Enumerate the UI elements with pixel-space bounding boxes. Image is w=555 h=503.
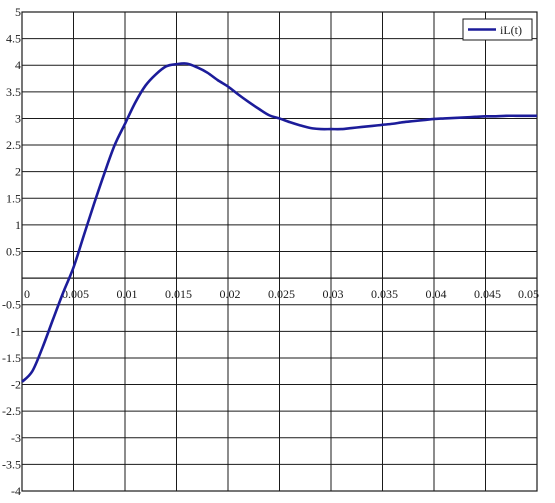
x-tick-label: 0.04 — [426, 287, 447, 301]
x-tick-label: 0.03 — [323, 287, 344, 301]
x-tick-label: 0.05 — [518, 287, 539, 301]
y-tick-label: -1.5 — [2, 351, 21, 365]
x-tick-label: 0.015 — [165, 287, 192, 301]
y-tick-label: 2.5 — [6, 138, 21, 152]
series-line-iL — [21, 62, 537, 383]
x-tick-labels: 0 0.005 0.01 0.015 0.02 0.025 0.03 0.035 0.04 0.0… — [24, 287, 539, 301]
y-tick-label: 3 — [15, 111, 21, 125]
y-tick-labels: 5 4.5 4 3.5 3 2.5 2 1.5 1 0.5 -0.5 -1 -1.5 -2 -2.5 -3 -3… — [2, 5, 21, 498]
y-tick-label: -4 — [11, 484, 21, 498]
legend-box — [462, 18, 533, 41]
y-tick-label: 1 — [15, 218, 21, 232]
x-tick-label: 0.035 — [371, 287, 398, 301]
y-tick-label: 0.5 — [6, 245, 21, 259]
x-tick-label: 0.02 — [220, 287, 241, 301]
y-tick-label: 2 — [15, 165, 21, 179]
y-tick-label: 1.5 — [6, 191, 21, 205]
y-tick-label: 5 — [15, 5, 21, 19]
y-tick-label: 4 — [15, 58, 21, 72]
x-tick-label: 0 — [24, 287, 30, 301]
x-tick-label: 0.005 — [62, 287, 89, 301]
grid — [21, 11, 538, 492]
y-tick-label: -2 — [11, 378, 21, 392]
y-tick-label: 3.5 — [6, 85, 21, 99]
legend-label: iL(t) — [500, 23, 522, 37]
x-tick-label: 0.01 — [117, 287, 138, 301]
x-tick-label: 0.025 — [268, 287, 295, 301]
y-tick-label: -3.5 — [2, 457, 21, 471]
legend: iL(t) — [462, 18, 533, 41]
plot-frame — [21, 11, 538, 492]
y-tick-label: 4.5 — [6, 32, 21, 46]
x-tick-label: 0.045 — [474, 287, 501, 301]
y-tick-label: -1 — [11, 324, 21, 338]
y-tick-label: -3 — [11, 431, 21, 445]
y-tick-label: -2.5 — [2, 404, 21, 418]
y-tick-label: -0.5 — [2, 298, 21, 312]
